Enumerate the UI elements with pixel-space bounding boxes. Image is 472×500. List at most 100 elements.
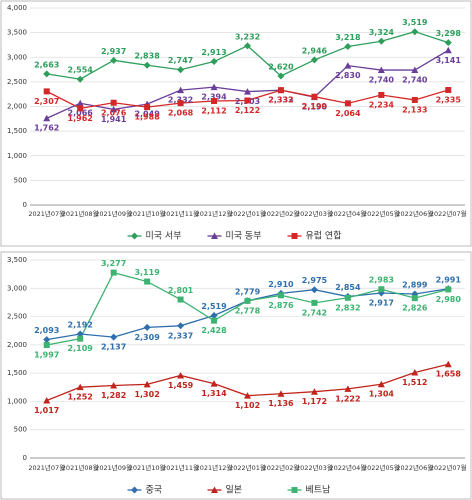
data-label: 2,913 [201,48,226,57]
marker [411,28,419,36]
marker [177,296,184,303]
marker [444,46,452,54]
marker [344,62,352,69]
data-label: 2,332 [168,96,193,105]
marker [378,91,385,98]
marker [110,56,118,64]
data-label: 2,946 [302,46,328,55]
data-label: 1,762 [34,124,59,133]
data-label: 2,109 [68,344,94,353]
marker [444,360,452,368]
x-tick-label: 2022년06월 [396,463,433,472]
marker [210,83,218,91]
y-tick-label: 3,000 [7,284,27,292]
x-tick-label: 2022년03월 [296,209,333,218]
data-label: 2,779 [235,287,261,296]
marker [411,295,418,302]
data-label: 2,838 [134,52,160,61]
data-label: 2,910 [268,280,294,289]
x-tick-label: 2021년10월 [129,209,166,218]
y-tick-label: 3,500 [7,29,27,37]
marker [211,97,218,104]
y-tick-label: 2,000 [7,103,27,111]
data-label: 2,234 [369,100,395,109]
y-tick-label: 500 [14,176,27,184]
marker [110,381,118,389]
x-tick-label: 2021년12월 [196,209,233,218]
marker [76,383,84,391]
marker [177,100,184,107]
x-tick-label: 2022년01월 [229,209,266,218]
marker [311,299,318,306]
data-label: 3,232 [235,32,260,41]
data-label: 2,740 [402,76,428,85]
data-label: 2,663 [34,60,59,69]
marker [377,66,385,74]
marker [211,317,218,324]
data-label: 2,778 [235,306,261,315]
y-tick-label: 1,000 [7,397,27,405]
y-tick-label: 3,000 [7,53,27,61]
data-label: 1,136 [268,399,294,408]
x-tick-label: 2022년05월 [363,209,400,218]
data-label: 2,917 [369,298,394,307]
x-tick-label: 2021년08월 [62,209,99,218]
data-label: 1,222 [335,394,360,403]
marker [445,286,452,293]
legend-label: 중국 [146,485,163,496]
x-tick-label: 2021년08월 [62,463,99,472]
data-label: 2,122 [235,106,260,115]
data-label: 2,428 [201,326,227,335]
data-label: 2,337 [168,331,193,340]
data-label: 2,747 [168,56,193,65]
legend-label: 유럽 연합 [306,231,342,242]
x-tick-label: 2022년07월 [430,209,467,218]
marker [177,86,185,94]
data-label: 2,519 [201,302,227,311]
data-label: 2,975 [302,276,328,285]
marker [344,385,352,392]
x-tick-label: 2022년02월 [263,463,300,472]
marker [277,292,284,299]
data-label: 2,333 [268,96,293,105]
data-label: 2,066 [68,109,94,118]
legend-label: 미국 동부 [226,231,262,242]
data-label: 1,658 [436,370,462,379]
data-label: 1,252 [68,393,93,402]
data-label: 2,980 [436,295,462,304]
x-tick-label: 2022년03월 [296,463,333,472]
marker [76,99,84,107]
marker [344,100,351,107]
marker [277,87,284,94]
x-tick-label: 2022년05월 [363,463,400,472]
data-label: 3,519 [402,18,428,27]
data-label: 3,119 [134,268,160,277]
marker [444,39,452,47]
marker [377,37,385,45]
marker [110,105,118,113]
x-tick-label: 2022년04월 [329,463,366,472]
data-label: 2,309 [134,333,160,342]
data-label: 2,830 [335,71,361,80]
marker [310,286,318,294]
data-label: 2,076 [101,108,127,117]
marker [244,392,251,399]
legend-label: 일본 [226,485,243,496]
marker [43,342,50,349]
marker [244,88,251,95]
x-tick-label: 2021년10월 [129,463,166,472]
y-tick-label: 2,500 [7,313,27,321]
marker [143,61,151,69]
marker [177,322,185,330]
data-label: 2,854 [335,283,361,292]
x-tick-label: 2021년11월 [162,463,199,472]
marker [210,380,218,387]
marker [378,286,385,293]
y-tick-label: 1,500 [7,369,27,377]
x-tick-label: 2021년11월 [162,209,199,218]
marker [244,297,251,304]
x-tick-label: 2021년12월 [196,463,233,472]
marker [131,232,138,240]
marker [110,333,118,341]
data-label: 2,112 [201,106,226,115]
